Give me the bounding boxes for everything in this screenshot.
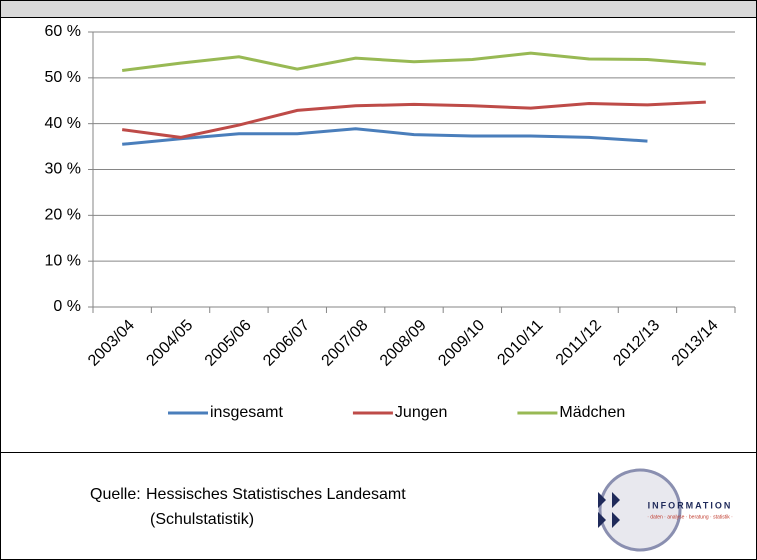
- y-tick-label: 10 %: [45, 252, 81, 269]
- legend-label: insgesamt: [210, 404, 283, 421]
- legend-label: Jungen: [395, 404, 448, 421]
- y-tick-label: 40 %: [45, 115, 81, 132]
- series-line: [122, 127, 648, 146]
- logo-ring: [598, 468, 682, 552]
- y-tick-label: 0 %: [53, 298, 81, 315]
- y-tick-label: 30 %: [45, 161, 81, 178]
- source-line: (Schulstatistik): [150, 511, 254, 528]
- source-label: Quelle:: [90, 486, 141, 503]
- series-line: [121, 51, 706, 72]
- header-band: [0, 0, 757, 18]
- y-tick-label: 20 %: [45, 207, 81, 224]
- logo-text: INFORMATION: [648, 500, 733, 510]
- legend-label: Mädchen: [559, 404, 625, 421]
- logo: INFORMATION · daten · analyse · beratung…: [598, 468, 733, 552]
- y-tick-label: 50 %: [45, 69, 81, 86]
- source-line: Hessisches Statistisches Landesamt: [146, 486, 406, 503]
- logo-tagline: · daten · analyse · beratung · statistik…: [647, 514, 733, 520]
- logo-arrows: [598, 492, 620, 528]
- y-tick-label: 60 %: [45, 23, 81, 40]
- series-line: [121, 100, 706, 139]
